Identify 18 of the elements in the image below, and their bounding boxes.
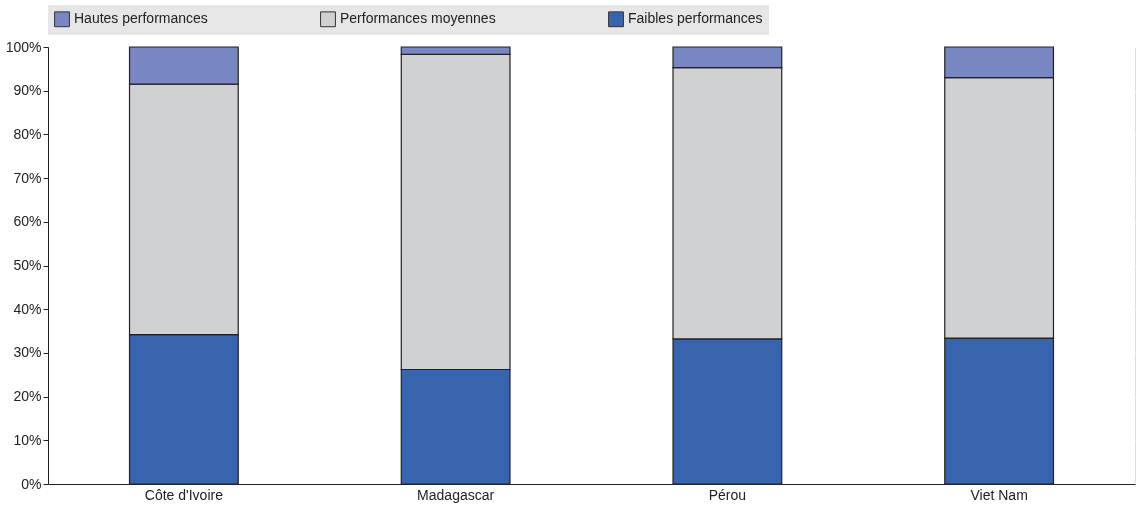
y-tick-label: 30%	[13, 344, 42, 361]
y-tick-label: 40%	[13, 300, 42, 317]
y-tick-label: 70%	[13, 169, 42, 186]
y-tick-label: 0%	[21, 475, 42, 492]
y-tick-label: 60%	[13, 213, 42, 230]
y-tick-label: 20%	[13, 388, 42, 405]
x-tick-label: Madagascar	[417, 486, 495, 503]
legend-label: Performances moyennes	[340, 10, 496, 27]
y-tick-label: 100%	[5, 38, 42, 55]
x-tick-label: Viet Nam	[970, 486, 1028, 503]
y-tick-label: 50%	[13, 257, 42, 273]
y-tick-label: 10%	[13, 431, 42, 448]
x-tick-label: Côte d'Ivoire	[144, 486, 224, 503]
legend-label: Faibles performances	[628, 10, 763, 27]
y-tick-label: 80%	[13, 125, 42, 142]
legend-label: Hautes performances	[74, 10, 208, 27]
y-tick-label: 90%	[13, 82, 42, 99]
x-tick-label: Pérou	[708, 486, 747, 503]
